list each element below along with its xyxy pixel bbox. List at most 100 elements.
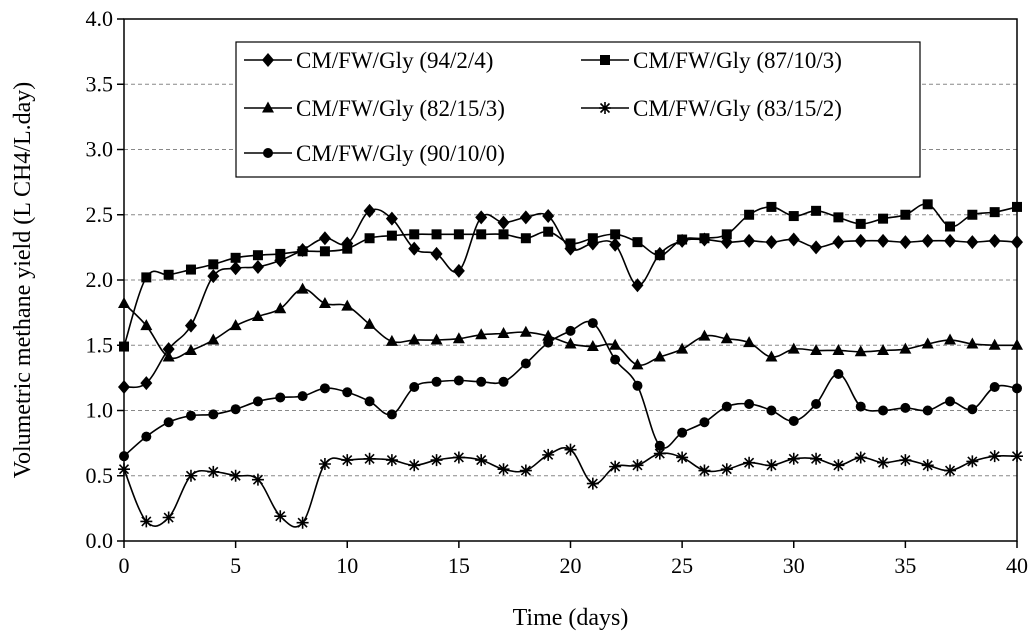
series-1-point-23 bbox=[632, 237, 643, 248]
series-0-point-33 bbox=[854, 233, 867, 248]
series-3-point-29 bbox=[765, 459, 778, 472]
legend-marker-4 bbox=[263, 148, 273, 158]
series-4-point-13 bbox=[409, 382, 420, 393]
series-3-point-14 bbox=[430, 454, 443, 467]
legend-label-4: CM/FW/Gly (90/10/0) bbox=[296, 141, 505, 166]
series-2-point-6 bbox=[251, 310, 264, 322]
series-1-point-14 bbox=[431, 229, 442, 240]
series-3-point-31 bbox=[810, 452, 823, 465]
series-3-point-30 bbox=[787, 452, 800, 465]
series-4-point-21 bbox=[587, 318, 598, 329]
y-tick-label-1: 0.5 bbox=[86, 463, 114, 488]
series-1-point-8 bbox=[297, 246, 308, 257]
series-3-point-12 bbox=[385, 454, 398, 467]
series-3-point-28 bbox=[743, 456, 756, 469]
series-3-point-15 bbox=[452, 451, 465, 464]
series-3-point-38 bbox=[966, 455, 979, 468]
series-4-point-32 bbox=[833, 368, 844, 379]
series-2-point-37 bbox=[944, 333, 957, 345]
x-tick-label-8: 40 bbox=[1006, 553, 1028, 578]
y-tick-label-8: 4.0 bbox=[86, 6, 114, 31]
series-4-point-18 bbox=[520, 358, 531, 369]
series-1-point-13 bbox=[409, 229, 420, 240]
series-3-point-36 bbox=[921, 459, 934, 472]
series-3-point-32 bbox=[832, 459, 845, 472]
series-3-point-19 bbox=[542, 448, 555, 461]
series-3-point-16 bbox=[475, 454, 488, 467]
series-1-point-3 bbox=[185, 264, 196, 275]
series-0-point-9 bbox=[318, 231, 331, 246]
series-0-point-13 bbox=[408, 241, 421, 256]
series-4-point-6 bbox=[252, 396, 263, 407]
legend-box bbox=[235, 41, 921, 178]
series-3-point-17 bbox=[497, 463, 510, 476]
series-4-point-14 bbox=[431, 376, 442, 387]
series-2-point-14 bbox=[430, 333, 443, 345]
series-1-point-22 bbox=[610, 229, 621, 240]
x-tick-label-3: 15 bbox=[448, 553, 470, 578]
series-0-point-12 bbox=[385, 211, 398, 226]
series-2-point-39 bbox=[988, 338, 1001, 350]
x-axis-tick-labels: 0 5 10 15 20 25 30 35 40 bbox=[119, 553, 1029, 578]
series-2-point-16 bbox=[475, 328, 488, 340]
series-2-point-30 bbox=[787, 342, 800, 354]
series-1-point-9 bbox=[319, 246, 330, 257]
series-2-point-22 bbox=[609, 338, 622, 350]
series-3-point-35 bbox=[899, 454, 912, 467]
legend: CM/FW/Gly (94/2/4) CM/FW/Gly (87/10/3) CM/… bbox=[235, 41, 921, 178]
series-3-point-25 bbox=[676, 451, 689, 464]
legend-marker-1 bbox=[600, 55, 610, 65]
series-3-point-7 bbox=[274, 510, 287, 523]
series-2-point-15 bbox=[452, 332, 465, 344]
series-0 bbox=[118, 203, 1023, 395]
series-0-point-18 bbox=[519, 210, 532, 225]
series-1-point-36 bbox=[922, 199, 933, 210]
series-4-point-25 bbox=[677, 427, 688, 438]
x-axis-title: Time (days) bbox=[513, 605, 629, 631]
series-3-point-22 bbox=[609, 460, 622, 473]
series-2-point-3 bbox=[184, 343, 197, 355]
x-tick-label-1: 5 bbox=[230, 553, 241, 578]
series-0-point-29 bbox=[765, 235, 778, 250]
series-4-point-5 bbox=[230, 404, 241, 415]
series-1-point-2 bbox=[163, 269, 174, 280]
series-2-point-5 bbox=[229, 319, 242, 331]
series-1-point-32 bbox=[833, 212, 844, 223]
series-1-point-35 bbox=[900, 209, 911, 220]
series-0-point-4 bbox=[207, 269, 220, 284]
series-1-point-6 bbox=[252, 250, 263, 261]
x-tick-label-7: 35 bbox=[894, 553, 916, 578]
series-4 bbox=[119, 318, 1022, 462]
y-tick-label-3: 1.5 bbox=[86, 332, 114, 357]
series-4-point-27 bbox=[721, 401, 732, 412]
series-0-point-22 bbox=[609, 237, 622, 252]
legend-label-0: CM/FW/Gly (94/2/4) bbox=[296, 48, 493, 73]
series-1-point-21 bbox=[587, 233, 598, 244]
series-4-point-1 bbox=[141, 431, 152, 442]
series-1-point-5 bbox=[230, 252, 241, 263]
series-4-point-8 bbox=[297, 391, 308, 402]
series-2-point-7 bbox=[274, 302, 287, 314]
series-4-point-2 bbox=[163, 417, 174, 428]
series-1-point-20 bbox=[565, 238, 576, 249]
series-1-point-25 bbox=[677, 234, 688, 245]
series-1-point-26 bbox=[699, 233, 710, 244]
series-0-point-11 bbox=[363, 203, 376, 218]
series-0-point-32 bbox=[832, 235, 845, 250]
series-1-point-28 bbox=[744, 209, 755, 220]
series-1-point-39 bbox=[989, 207, 1000, 218]
series-4-point-23 bbox=[632, 380, 643, 391]
y-axis-tick-labels: 0.0 0.5 1.0 1.5 2.0 2.5 3.0 3.5 4.0 bbox=[86, 6, 114, 553]
series-1-point-17 bbox=[498, 229, 509, 240]
series-1-point-31 bbox=[811, 205, 822, 216]
series-1-point-15 bbox=[453, 229, 464, 240]
series-0-point-36 bbox=[921, 233, 934, 248]
legend-label-3: CM/FW/Gly (83/15/2) bbox=[633, 96, 842, 121]
series-4-point-28 bbox=[744, 398, 755, 409]
series-2-point-13 bbox=[408, 333, 421, 345]
series-4-point-9 bbox=[319, 383, 330, 394]
series-0-point-16 bbox=[475, 210, 488, 225]
x-tick-label-0: 0 bbox=[119, 553, 130, 578]
series-4-point-34 bbox=[878, 405, 889, 416]
legend-marker-0 bbox=[262, 53, 274, 67]
